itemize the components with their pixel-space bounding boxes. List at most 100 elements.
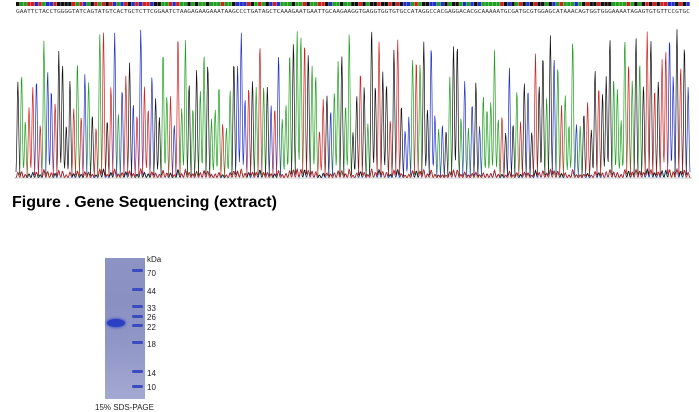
base-call-marker <box>295 2 299 6</box>
base-call-marker <box>68 2 72 6</box>
base-call-marker <box>600 2 605 6</box>
base-call-marker <box>291 2 295 6</box>
sequencing-chromatogram: GAATTCTACCTGGGGTATCAGTATGTCACTGCTCTTCGGA… <box>14 2 692 179</box>
base-call-marker <box>596 2 601 6</box>
base-call-marker <box>522 2 526 6</box>
base-call-marker <box>276 2 281 6</box>
base-call-marker <box>634 2 638 6</box>
base-call-marker <box>403 2 407 6</box>
base-call-marker <box>56 2 61 6</box>
base-call-marker <box>94 2 98 6</box>
base-call-marker <box>328 2 333 6</box>
base-call-marker <box>209 2 214 6</box>
base-call-marker <box>418 2 422 6</box>
base-call-marker <box>574 2 578 6</box>
base-call-marker <box>559 2 564 6</box>
base-call-marker <box>157 2 161 6</box>
base-call-marker <box>332 2 336 6</box>
base-call-marker <box>127 2 132 6</box>
base-call-marker <box>30 2 35 6</box>
base-call-marker <box>97 2 102 6</box>
base-call-marker <box>447 2 452 6</box>
base-call-marker <box>567 2 571 6</box>
base-call-marker <box>49 2 53 6</box>
base-call-marker <box>608 2 612 6</box>
base-call-marker <box>380 2 385 6</box>
base-call-marker <box>109 2 113 6</box>
base-call-marker <box>142 2 147 6</box>
base-call-marker <box>112 2 117 6</box>
base-call-marker <box>440 2 444 6</box>
base-call-marker <box>123 2 128 6</box>
base-call-marker <box>399 2 403 6</box>
base-call-marker <box>213 2 217 6</box>
ladder-band <box>132 370 143 373</box>
base-call-marker <box>135 2 139 6</box>
base-call-marker <box>172 2 176 6</box>
base-call-marker <box>299 2 303 6</box>
base-call-marker <box>511 2 515 6</box>
base-call-marker <box>310 2 314 6</box>
ladder-band <box>132 269 143 272</box>
base-call-marker <box>146 2 150 6</box>
base-call-marker <box>16 2 20 6</box>
base-call-marker <box>507 2 511 6</box>
base-call-marker <box>503 2 508 6</box>
base-call-marker <box>120 2 124 6</box>
trace-T <box>15 31 691 179</box>
base-call-marker <box>406 2 411 6</box>
ladder-band <box>132 288 143 291</box>
base-call-marker <box>325 2 329 6</box>
sample-protein-band <box>107 319 125 327</box>
base-call-marker <box>302 2 307 6</box>
kda-marker-label: 26 <box>147 313 156 322</box>
base-call-marker <box>421 2 426 6</box>
base-call-marker <box>563 2 567 6</box>
kda-marker-label: 70 <box>147 269 156 278</box>
base-call-marker <box>317 2 322 6</box>
base-call-marker <box>79 2 83 6</box>
base-call-marker <box>105 2 109 6</box>
base-call-marker <box>660 2 664 6</box>
base-call-marker <box>496 2 500 6</box>
base-call-marker <box>622 2 627 6</box>
base-call-marker <box>138 2 143 6</box>
base-call-marker <box>429 2 433 6</box>
base-call-marker <box>537 2 541 6</box>
base-call-marker <box>235 2 240 6</box>
kda-marker-label: 22 <box>147 323 156 332</box>
base-call-marker <box>83 2 87 6</box>
base-call-marker <box>23 2 27 6</box>
gel-caption: 15% SDS-PAGE <box>95 403 154 412</box>
figure-caption: Figure . Gene Sequencing (extract) <box>12 194 277 211</box>
sds-page-gel-figure: kDa 70 44 33 26 22 18 14 10 15% SDS-PAGE <box>88 252 208 412</box>
base-call-marker <box>64 2 68 6</box>
base-call-marker <box>466 2 470 6</box>
base-call-marker <box>630 2 634 6</box>
base-call-marker <box>459 2 463 6</box>
base-call-marker <box>90 2 94 6</box>
base-call-marker <box>161 2 165 6</box>
base-call-marker <box>272 2 277 6</box>
base-call-marker <box>589 2 593 6</box>
base-call-marker <box>354 2 359 6</box>
base-call-marker <box>462 2 467 6</box>
ladder-band <box>132 305 143 308</box>
base-call-marker <box>220 2 225 6</box>
base-call-marker <box>313 2 318 6</box>
base-call-marker <box>19 2 24 6</box>
ladder-band <box>132 341 143 344</box>
base-call-marker <box>436 2 441 6</box>
base-call-marker <box>392 2 396 6</box>
base-call-marker <box>176 2 180 6</box>
base-call-marker <box>649 2 653 6</box>
base-call-marker <box>544 2 549 6</box>
base-call-marker <box>485 2 489 6</box>
base-call-marker <box>377 2 381 6</box>
base-call-marker <box>526 2 530 6</box>
base-call-marker <box>514 2 519 6</box>
base-call-marker <box>153 2 158 6</box>
base-call-marker <box>548 2 552 6</box>
base-call-marker <box>433 2 437 6</box>
base-call-marker <box>53 2 57 6</box>
